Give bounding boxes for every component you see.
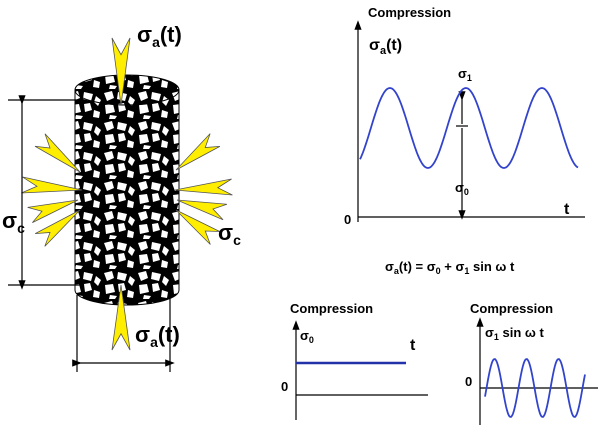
graph-title: Compression (290, 301, 373, 316)
equation: σa(t) = σ0 + σ1 sin ω t (385, 259, 515, 276)
y-label: σ0 (300, 328, 314, 345)
load-arrow (35, 209, 81, 247)
load-arrow (27, 199, 79, 223)
load-arrows (21, 37, 233, 351)
load-arrow (175, 133, 221, 171)
confining-stress-right: σc (218, 220, 241, 248)
axial-stress-bottom: σa(t) (135, 322, 180, 350)
x-label: t (410, 337, 416, 354)
load-arrow (34, 133, 81, 173)
confining-stress-left: σc (2, 208, 25, 236)
y-label: σ1 sin ω t (485, 325, 545, 342)
sine-wave (359, 87, 579, 169)
cylinder (74, 89, 180, 306)
graph-title: Compression (368, 5, 451, 20)
origin-label: 0 (465, 374, 472, 389)
axial-stress-top: σa(t) (137, 22, 182, 50)
load-arrow (176, 199, 228, 221)
sine-wave (484, 358, 586, 418)
main-graph: Compression σa(t) σ1 σ0 0 t σa(t) = σ0 +… (344, 5, 585, 276)
origin-label: 0 (281, 379, 288, 394)
origin-label: 0 (344, 212, 351, 227)
cylinder-top (74, 74, 180, 106)
cyclic-graph: Compression σ1 sin ω t 0 (465, 301, 598, 425)
load-arrow (21, 176, 83, 194)
load-arrow (175, 209, 220, 245)
amplitude-label: σ1 (458, 66, 472, 83)
y-label: σa(t) (369, 37, 402, 57)
dimensions (8, 95, 175, 372)
load-arrow (174, 178, 233, 196)
load-arrow (111, 37, 131, 106)
mean-label: σ0 (455, 180, 469, 197)
load-arrow (111, 284, 131, 351)
x-label: t (564, 201, 570, 218)
graph-title: Compression (470, 301, 553, 316)
static-graph: Compression σ0 t 0 (281, 301, 428, 420)
specimen (74, 74, 180, 306)
